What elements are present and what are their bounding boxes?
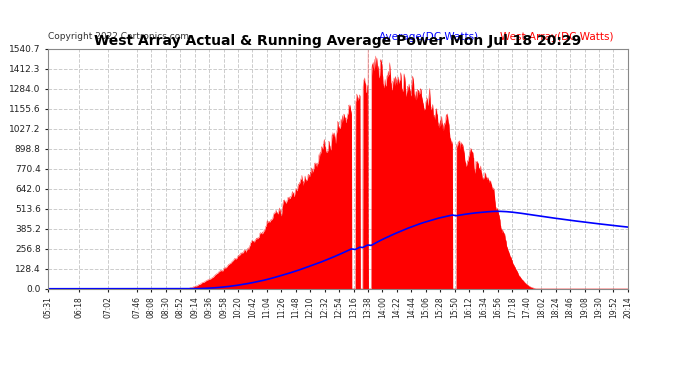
Text: West Array(DC Watts): West Array(DC Watts) (500, 32, 614, 42)
Title: West Array Actual & Running Average Power Mon Jul 18 20:29: West Array Actual & Running Average Powe… (95, 34, 582, 48)
Text: Average(DC Watts): Average(DC Watts) (379, 32, 477, 42)
Text: Copyright 2022 Cartronics.com: Copyright 2022 Cartronics.com (48, 32, 189, 41)
